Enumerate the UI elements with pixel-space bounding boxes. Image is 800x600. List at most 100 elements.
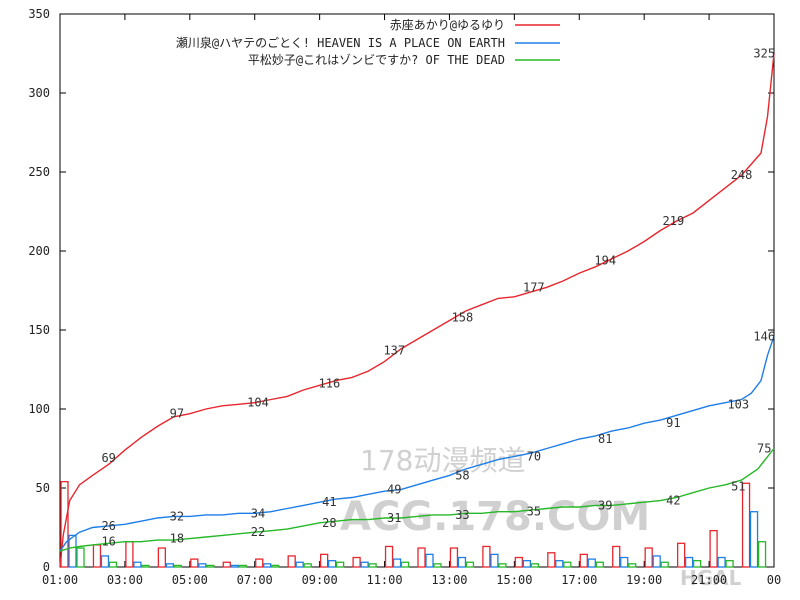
- data-label-series-1: 104: [247, 396, 269, 410]
- bar-blue: [198, 563, 207, 568]
- series-line-1: [59, 53, 775, 568]
- data-label-series-2: 146: [753, 329, 775, 343]
- bar-blue: [652, 555, 661, 568]
- bar-green: [530, 563, 540, 568]
- bar-red: [417, 547, 426, 568]
- data-label-series-1: 194: [594, 253, 616, 267]
- bar-blue: [68, 534, 77, 568]
- y-tick-label: 200: [28, 244, 50, 258]
- data-label-series-2: 41: [322, 495, 336, 509]
- bar-green: [692, 560, 702, 568]
- bar-green: [141, 564, 150, 568]
- x-tick-label: 09:00: [302, 573, 338, 587]
- bar-blue: [327, 560, 337, 568]
- bar-red: [222, 561, 231, 568]
- bar-green: [433, 563, 442, 568]
- data-label-series-1: 158: [452, 310, 474, 324]
- bar-green: [563, 561, 572, 568]
- data-label-series-1: 219: [663, 214, 685, 228]
- bar-blue: [263, 563, 272, 568]
- data-labels: 69 97 104 116 137 158 177 194 219 248 325 26 32 34 41 4…: [101, 47, 775, 549]
- bar-red: [255, 558, 264, 568]
- bar-blue: [360, 561, 369, 568]
- bar-blue: [717, 556, 726, 568]
- bar-red: [319, 553, 329, 568]
- data-label-series-2: 26: [101, 519, 115, 533]
- data-label-series-3: 22: [251, 525, 265, 539]
- bar-blue: [133, 561, 142, 568]
- bar-green: [271, 564, 280, 568]
- data-label-series-3: 31: [387, 511, 401, 525]
- series-lines: [59, 53, 775, 568]
- bar-red: [644, 547, 653, 568]
- data-label-series-3: 28: [322, 516, 336, 530]
- plot-frame: [59, 13, 775, 568]
- bar-red: [676, 542, 686, 568]
- bar-green: [465, 561, 475, 568]
- bar-red: [287, 555, 296, 568]
- data-label-series-3: 33: [455, 508, 469, 522]
- x-tick-label: 13:00: [431, 573, 467, 587]
- bar-green: [303, 563, 312, 568]
- bar-red: [612, 545, 621, 568]
- data-label-series-1: 325: [753, 47, 775, 61]
- bar-blue: [425, 553, 434, 568]
- data-label-series-3: 16: [101, 535, 115, 549]
- data-label-series-2: 81: [598, 432, 612, 446]
- data-label-series-1: 177: [523, 280, 545, 294]
- bar-green: [498, 563, 507, 568]
- y-tick-label: 350: [28, 7, 50, 21]
- bar-red: [514, 556, 524, 568]
- data-label-series-3: 51: [731, 479, 745, 493]
- bar-blue: [587, 558, 596, 568]
- data-label-series-1: 116: [319, 377, 341, 391]
- bar-green: [595, 561, 604, 568]
- data-label-series-3: 39: [598, 498, 612, 512]
- y-tick-label: 300: [28, 86, 50, 100]
- data-label-series-2: 91: [666, 416, 680, 430]
- bar-blue: [555, 560, 564, 568]
- bar-red: [384, 545, 394, 568]
- bar-red: [547, 552, 556, 568]
- data-label-series-2: 49: [387, 483, 401, 497]
- y-tick-label: 0: [43, 560, 50, 574]
- x-axis-ticks: 01:00 03:00 05:00 07:00 09:00 11:00 13:00 15:00…: [42, 14, 781, 587]
- data-label-series-3: 18: [170, 532, 184, 546]
- data-label-series-3: 35: [527, 505, 541, 519]
- bar-green: [368, 563, 377, 568]
- watermark-url-text: ACG.178.COM: [340, 494, 650, 540]
- watermark-logo-text: 178动漫频道: [360, 444, 525, 477]
- watermark-group: 178动漫频道 ACG.178.COM HGAL: [340, 444, 742, 590]
- bar-blue: [392, 558, 402, 568]
- bar-red: [579, 553, 588, 568]
- bar-red: [709, 530, 718, 568]
- y-axis-ticks: 0 50 100 150 200 250 300 350: [28, 7, 774, 574]
- bar-blue: [457, 556, 467, 568]
- series-line-2: [59, 336, 775, 552]
- data-label-series-2: 103: [727, 397, 749, 411]
- legend-label-series-1: 赤座あかり@ゆるゆり: [390, 17, 505, 32]
- data-label-series-1: 248: [731, 168, 753, 182]
- x-tick-label: 03:00: [107, 573, 143, 587]
- data-label-series-2: 32: [170, 509, 184, 523]
- x-tick-label: 11:00: [366, 573, 402, 587]
- legend: 赤座あかり@ゆるゆり 瀬川泉@ハヤテのごとく! HEAVEN IS A PLAC…: [176, 17, 560, 67]
- bar-blue: [295, 561, 304, 568]
- bar-green: [725, 560, 734, 568]
- data-label-series-1: 137: [383, 344, 405, 358]
- bar-red: [449, 547, 459, 568]
- y-tick-label: 50: [36, 481, 50, 495]
- bar-blue: [100, 555, 110, 568]
- bar-green: [757, 541, 767, 568]
- bar-red: [60, 481, 69, 568]
- bar-blue: [490, 553, 499, 568]
- bar-blue: [230, 564, 239, 568]
- bar-green: [108, 561, 118, 568]
- bar-red: [157, 547, 167, 568]
- data-label-series-3: 42: [666, 494, 680, 508]
- x-tick-label: 15:00: [496, 573, 532, 587]
- bar-red: [125, 541, 134, 568]
- bar-blue: [620, 556, 629, 568]
- bar-green: [238, 564, 247, 568]
